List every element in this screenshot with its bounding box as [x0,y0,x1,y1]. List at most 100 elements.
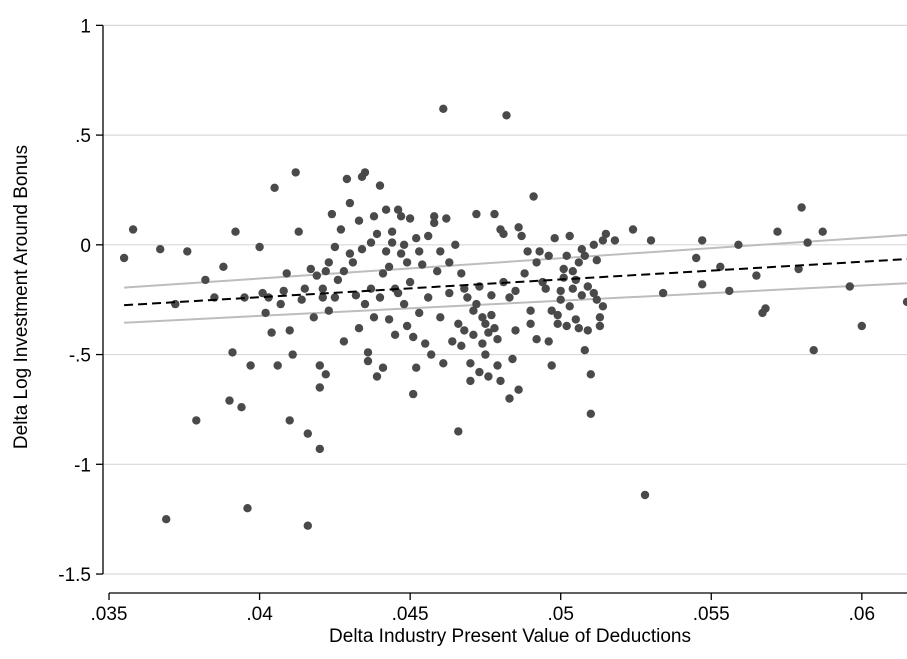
data-point [544,251,553,260]
data-point [327,209,337,219]
data-point [439,359,448,368]
data-point [511,326,520,335]
data-point [568,284,577,293]
data-point [430,218,439,228]
data-point [568,267,577,276]
y-axis-label: Delta Log Investment Around Bonus [11,145,32,449]
data-point [354,216,364,225]
data-point [499,229,508,239]
data-point [574,324,583,333]
data-point [523,247,532,256]
data-point [300,284,309,293]
data-point [255,242,264,252]
data-point [279,286,288,296]
data-point [270,183,279,192]
data-point [315,361,324,370]
data-point [333,275,343,285]
data-point [598,302,608,311]
data-point [291,168,300,177]
data-point [405,277,415,287]
data-point [363,356,373,366]
x-tick-label: .035 [91,604,128,625]
data-point [589,288,598,298]
data-point [330,242,340,252]
data-point [318,284,327,293]
data-point [475,367,484,377]
data-point [445,258,454,267]
data-point [466,359,475,368]
data-point [369,212,379,221]
data-point [399,299,409,309]
data-point [183,247,192,256]
data-point [658,288,668,298]
data-point [345,198,355,208]
data-point [610,236,620,245]
data-point [532,335,541,344]
data-point [520,269,529,278]
data-point [162,515,171,524]
data-point [595,313,605,322]
data-point [794,264,803,274]
data-point [451,240,460,249]
data-point [559,264,568,274]
data-point [267,328,276,337]
data-point [387,227,397,236]
data-point [646,236,656,245]
data-point [818,227,827,236]
x-tick-label: .04 [246,604,273,625]
data-point [219,262,228,271]
data-point [285,416,294,425]
data-point [396,249,406,258]
data-point [436,313,445,322]
data-point [372,372,382,381]
data-point [384,315,394,324]
data-point [577,245,586,254]
data-point [171,299,180,309]
data-point [472,209,481,219]
data-point [402,321,412,331]
data-point [547,306,556,315]
data-point [351,291,361,300]
data-point [303,521,312,530]
data-point [258,288,267,298]
data-point [544,337,553,346]
data-point [592,295,601,304]
data-point [469,306,478,315]
data-point [412,234,421,243]
data-point [478,339,487,348]
grid-lines [103,24,907,575]
data-point [541,284,550,293]
data-point [514,223,523,232]
data-point [430,212,439,221]
data-point [237,403,246,412]
ci-upper-line [124,233,907,289]
data-point [360,299,370,309]
data-point [309,313,318,322]
data-point [529,192,538,201]
data-point [375,293,385,302]
data-point [505,394,514,403]
data-point [490,209,499,219]
data-point [381,205,391,214]
data-point [592,256,601,265]
data-point [487,310,496,320]
data-point [378,363,388,372]
data-point [481,350,490,359]
data-point [297,295,306,304]
data-point [466,376,475,386]
data-point [580,346,589,355]
data-point [857,321,866,331]
data-point [698,236,707,245]
data-point [354,324,364,333]
data-point [360,168,370,177]
data-point [228,348,237,357]
x-tick-label: .045 [392,604,429,625]
data-point [550,234,559,243]
data-point [532,258,541,267]
data-point [734,240,743,249]
data-point [484,328,493,337]
data-point [387,238,397,247]
data-point [442,214,451,223]
